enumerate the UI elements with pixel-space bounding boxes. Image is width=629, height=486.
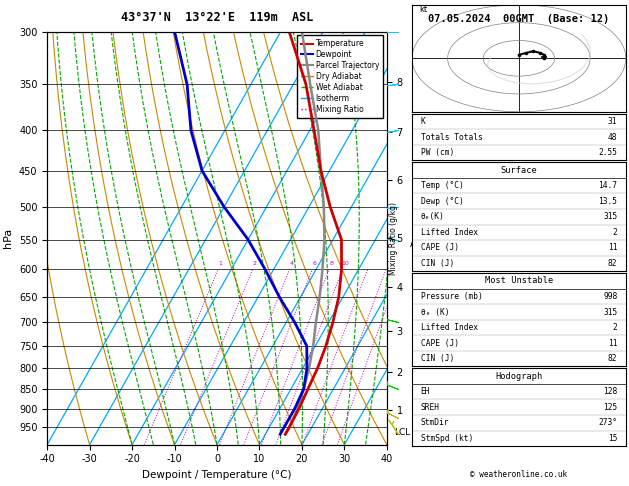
Text: Hodograph: Hodograph bbox=[495, 372, 543, 381]
Legend: Temperature, Dewpoint, Parcel Trajectory, Dry Adiabat, Wet Adiabat, Isotherm, Mi: Temperature, Dewpoint, Parcel Trajectory… bbox=[298, 35, 383, 118]
Text: PW (cm): PW (cm) bbox=[421, 148, 454, 157]
Text: 13.5: 13.5 bbox=[598, 197, 617, 206]
Text: 4: 4 bbox=[290, 261, 294, 266]
Text: 11: 11 bbox=[608, 243, 617, 252]
Text: 14.7: 14.7 bbox=[598, 181, 617, 190]
Text: StmDir: StmDir bbox=[421, 418, 449, 427]
Text: 15: 15 bbox=[608, 434, 617, 443]
Text: 1: 1 bbox=[219, 261, 223, 266]
Text: CAPE (J): CAPE (J) bbox=[421, 339, 459, 347]
Text: Lifted Index: Lifted Index bbox=[421, 228, 477, 237]
Text: Pressure (mb): Pressure (mb) bbox=[421, 292, 482, 301]
Text: 8: 8 bbox=[330, 261, 333, 266]
Text: LCL: LCL bbox=[394, 428, 410, 437]
Text: 48: 48 bbox=[608, 133, 617, 141]
Text: 10: 10 bbox=[341, 261, 348, 266]
Text: 315: 315 bbox=[603, 212, 617, 221]
Text: 2.55: 2.55 bbox=[598, 148, 617, 157]
Text: 315: 315 bbox=[603, 308, 617, 316]
Text: 82: 82 bbox=[608, 259, 617, 268]
Text: 128: 128 bbox=[603, 387, 617, 396]
Y-axis label: km
ASL: km ASL bbox=[410, 227, 428, 249]
Text: CIN (J): CIN (J) bbox=[421, 354, 454, 363]
Y-axis label: hPa: hPa bbox=[3, 228, 13, 248]
Text: kt: kt bbox=[419, 5, 427, 14]
Text: CAPE (J): CAPE (J) bbox=[421, 243, 459, 252]
Text: Totals Totals: Totals Totals bbox=[421, 133, 482, 141]
Text: Lifted Index: Lifted Index bbox=[421, 323, 477, 332]
Text: θₑ (K): θₑ (K) bbox=[421, 308, 449, 316]
Text: Surface: Surface bbox=[501, 166, 537, 174]
Text: EH: EH bbox=[421, 387, 430, 396]
X-axis label: Dewpoint / Temperature (°C): Dewpoint / Temperature (°C) bbox=[142, 470, 292, 480]
Text: 11: 11 bbox=[608, 339, 617, 347]
Text: Dewp (°C): Dewp (°C) bbox=[421, 197, 464, 206]
Text: © weatheronline.co.uk: © weatheronline.co.uk bbox=[470, 469, 567, 479]
Text: 07.05.2024  00GMT  (Base: 12): 07.05.2024 00GMT (Base: 12) bbox=[428, 14, 610, 24]
Text: 2: 2 bbox=[613, 323, 617, 332]
Text: 31: 31 bbox=[608, 117, 617, 126]
Text: CIN (J): CIN (J) bbox=[421, 259, 454, 268]
Text: 6: 6 bbox=[313, 261, 316, 266]
Text: 273°: 273° bbox=[598, 418, 617, 427]
Text: Most Unstable: Most Unstable bbox=[485, 277, 553, 285]
Text: StmSpd (kt): StmSpd (kt) bbox=[421, 434, 473, 443]
Text: 2: 2 bbox=[613, 228, 617, 237]
Text: K: K bbox=[421, 117, 425, 126]
Text: Temp (°C): Temp (°C) bbox=[421, 181, 464, 190]
Text: 82: 82 bbox=[608, 354, 617, 363]
Text: θₑ(K): θₑ(K) bbox=[421, 212, 444, 221]
Text: Mixing Ratio (g/kg): Mixing Ratio (g/kg) bbox=[389, 202, 398, 275]
Text: 2: 2 bbox=[253, 261, 257, 266]
Text: 998: 998 bbox=[603, 292, 617, 301]
Text: 125: 125 bbox=[603, 403, 617, 412]
Text: SREH: SREH bbox=[421, 403, 440, 412]
Text: 43°37'N  13°22'E  119m  ASL: 43°37'N 13°22'E 119m ASL bbox=[121, 11, 313, 24]
